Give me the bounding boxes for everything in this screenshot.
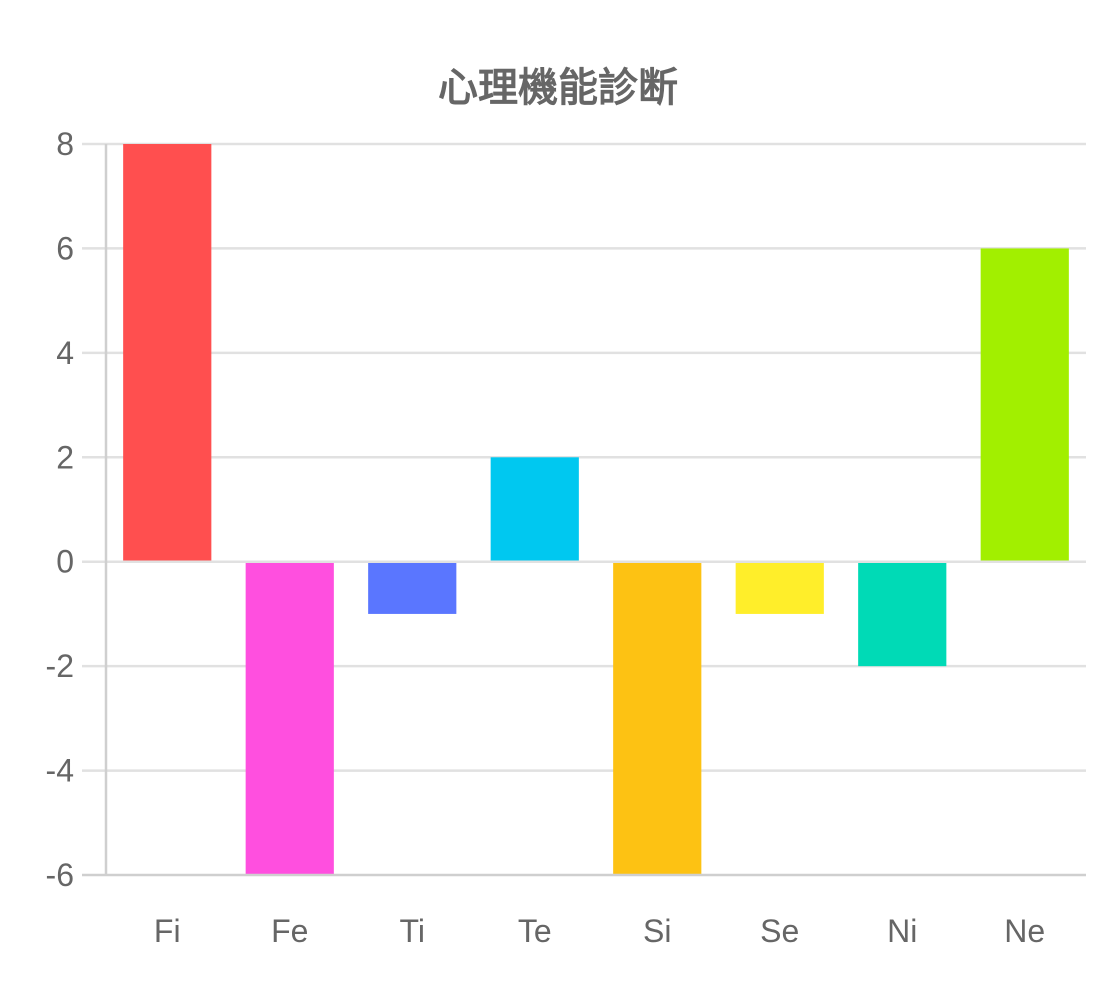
x-tick-label: Ne (1004, 913, 1045, 949)
y-axis-ticks: 8 6 4 2 0 -2 -4 -6 (46, 126, 74, 893)
y-tick-label: 4 (56, 335, 74, 371)
x-tick-label: Fi (154, 913, 181, 949)
chart-title: 心理機能診断 (438, 65, 678, 111)
bar-te[interactable] (490, 457, 579, 562)
bar-si[interactable] (613, 561, 702, 875)
bar-fi[interactable] (123, 144, 212, 562)
y-tick-label: 8 (56, 126, 74, 162)
x-tick-label: Ni (887, 913, 917, 949)
y-tick-label: -6 (46, 857, 74, 893)
y-tick-label: 2 (56, 439, 74, 475)
y-tick-label: 6 (56, 230, 74, 266)
bar-ti[interactable] (368, 561, 457, 614)
x-tick-label: Se (760, 913, 799, 949)
bar-se[interactable] (735, 561, 824, 614)
bar-ne[interactable] (980, 248, 1069, 562)
bar-ni[interactable] (858, 561, 947, 667)
bars (82, 144, 1086, 875)
y-tick-label: -4 (46, 753, 74, 789)
gridlines (82, 142, 1086, 877)
y-tick-label: -2 (46, 648, 74, 684)
x-tick-label: Si (643, 913, 671, 949)
x-tick-label: Ti (400, 913, 425, 949)
y-tick-label: 0 (56, 544, 74, 580)
x-tick-label: Te (518, 913, 552, 949)
x-axis-ticks: Fi Fe Ti Te Si Se Ni Ne (154, 913, 1045, 949)
bar-fe[interactable] (245, 561, 334, 875)
x-tick-label: Fe (271, 913, 308, 949)
